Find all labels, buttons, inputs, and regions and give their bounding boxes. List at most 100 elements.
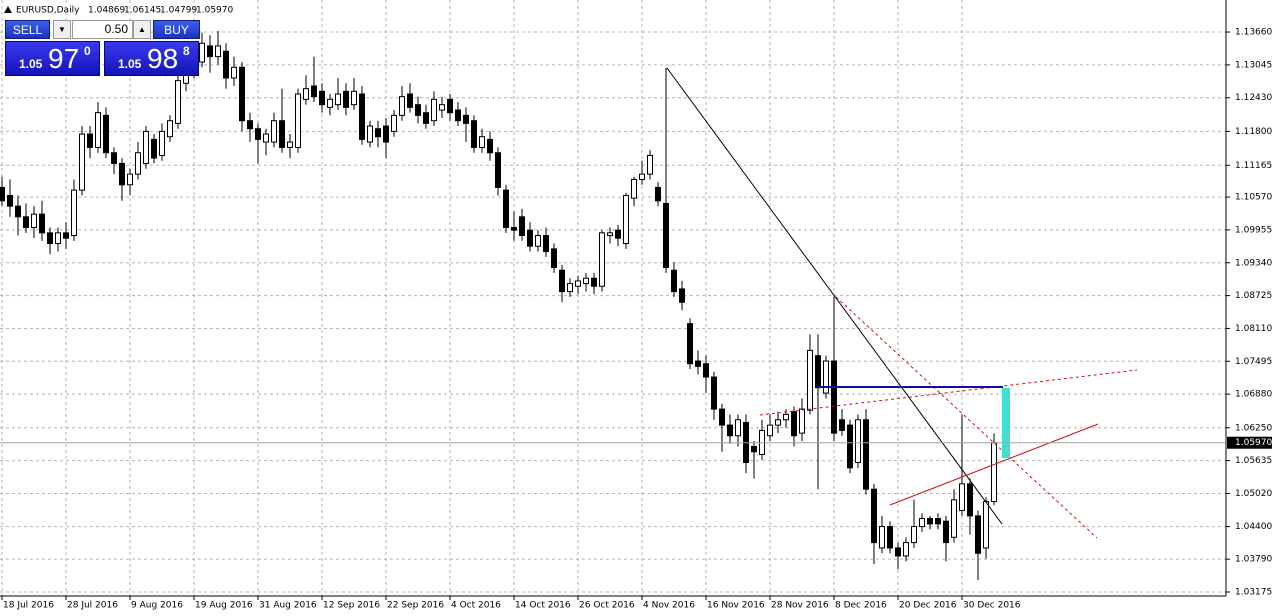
candle-body [95, 112, 101, 148]
x-tick-label: 16 Nov 2016 [707, 601, 765, 611]
candle-body [215, 45, 221, 58]
y-tick-label: 1.06880 [1235, 390, 1272, 400]
candle-body [847, 424, 853, 469]
candle-body [431, 98, 437, 122]
candle-body [503, 189, 509, 229]
candle-body [639, 173, 645, 180]
x-tick-label: 9 Aug 2016 [131, 601, 183, 611]
candle-body [975, 515, 981, 554]
buy-frac: 8 [183, 44, 190, 58]
candle-body [287, 141, 293, 148]
candle-body [175, 80, 181, 124]
y-tick-label: 1.07495 [1235, 357, 1272, 367]
candle-body [623, 194, 629, 245]
x-tick-label: 4 Oct 2016 [451, 601, 501, 611]
candle-body [135, 152, 141, 175]
drawings [666, 67, 1138, 539]
lot-down[interactable]: ▼ [53, 20, 71, 39]
candle-body [111, 152, 117, 164]
candle-body [799, 408, 805, 434]
candle-body [335, 93, 341, 106]
candle-body [751, 445, 757, 453]
high-value: 1.06145 [124, 6, 161, 16]
candle-body [447, 98, 453, 114]
open-value: 1.04869 [88, 6, 125, 16]
collapse-icon[interactable] [4, 6, 12, 13]
candle-body [687, 323, 693, 365]
sell-pips: 97 [48, 43, 80, 74]
y-tick-label: 1.05635 [1235, 456, 1272, 466]
candle-body [959, 483, 965, 512]
candle-body [199, 42, 205, 63]
candle-body [863, 419, 869, 490]
candle-body [527, 229, 533, 247]
candle-body [631, 178, 637, 199]
candle-body [983, 500, 989, 549]
candle-body [55, 232, 61, 245]
candle-body [407, 93, 413, 108]
x-tick-label: 26 Oct 2016 [579, 601, 635, 611]
x-tick-label: 31 Aug 2016 [259, 601, 317, 611]
candle-body [279, 120, 285, 148]
candle-body [303, 88, 309, 100]
x-tick-label: 14 Oct 2016 [515, 601, 571, 611]
support-line [889, 423, 1099, 506]
y-tick-label: 1.08725 [1235, 291, 1272, 301]
candle-body [375, 128, 381, 138]
y-tick-label: 1.11800 [1235, 127, 1272, 137]
header: EURUSD,Daily 1.04869 1.06145 1.04799 1.0… [4, 6, 233, 16]
y-tick-label: 1.05020 [1235, 489, 1272, 499]
candle-body [551, 248, 557, 269]
sell-frac: 0 [84, 44, 91, 58]
candle-body [351, 90, 357, 106]
grid [0, 0, 1226, 596]
candle-body [575, 280, 581, 287]
x-tick-label: 19 Aug 2016 [195, 601, 253, 611]
candle-body [263, 133, 269, 143]
y-tick-label: 1.11165 [1235, 161, 1272, 171]
candle-body [511, 227, 517, 231]
candle-body [663, 202, 669, 269]
trend-line [666, 67, 1003, 525]
candle-body [671, 269, 677, 293]
candle-body [567, 283, 573, 293]
candle-body [911, 526, 917, 544]
candle-body [879, 526, 885, 549]
buy-big: 1.05 [118, 57, 142, 71]
sell-quote[interactable]: 1.05 97 0 [5, 41, 100, 76]
candle-body [103, 114, 109, 154]
buy-button[interactable]: BUY [153, 20, 200, 39]
candle-body [967, 483, 973, 517]
candle-body [855, 419, 861, 463]
channel-line [835, 296, 1098, 539]
candle-body [119, 162, 125, 186]
candle-body [39, 213, 45, 234]
candle-body [535, 235, 541, 247]
y-tick-label: 1.03790 [1235, 555, 1272, 565]
candle-body [247, 120, 253, 130]
lot-input[interactable]: 0.50 [72, 20, 133, 39]
y-tick-label: 1.12430 [1235, 93, 1272, 103]
candle-body [399, 96, 405, 116]
lot-up[interactable]: ▲ [133, 20, 151, 39]
candle-body [319, 90, 325, 106]
y-tick-label: 1.10570 [1235, 193, 1272, 203]
candle-body [703, 363, 709, 378]
x-tick-label: 30 Dec 2016 [963, 601, 1021, 611]
candle-body [991, 442, 997, 503]
current-price-box [1227, 436, 1272, 449]
candle-body [711, 376, 717, 410]
candle-body [775, 419, 781, 426]
y-tick-label: 1.04400 [1235, 522, 1272, 532]
candle-body [679, 288, 685, 303]
x-tick-label: 28 Nov 2016 [771, 601, 829, 611]
candle-body [231, 66, 237, 79]
candle-body [391, 114, 397, 132]
sell-button[interactable]: SELL [5, 20, 50, 39]
candle-body [31, 213, 37, 229]
candle-body [839, 419, 845, 431]
buy-quote[interactable]: 1.05 98 8 [104, 41, 199, 76]
candle-body [79, 133, 85, 191]
candle-body [895, 547, 901, 557]
